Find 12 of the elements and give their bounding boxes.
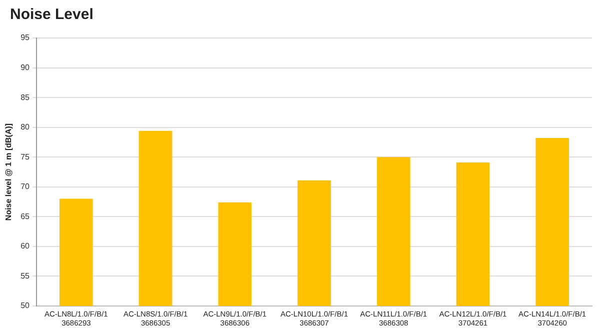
y-tick-label: 70 [20,182,30,192]
y-tick-label: 50 [20,301,30,310]
y-tick-label: 80 [20,122,30,132]
y-tick-label: 60 [20,242,30,251]
y-tick-label: 85 [20,92,30,102]
y-tick-label: 55 [20,271,30,280]
y-tick-label: 95 [20,33,30,42]
y-tick-label: 65 [20,212,30,221]
y-axis-title: Noise level @ 1 m [dB(A)] [4,123,14,221]
chart-title: Noise Level [10,6,94,23]
y-tick-label: 75 [20,152,30,162]
y-tick-label: 90 [20,62,30,72]
